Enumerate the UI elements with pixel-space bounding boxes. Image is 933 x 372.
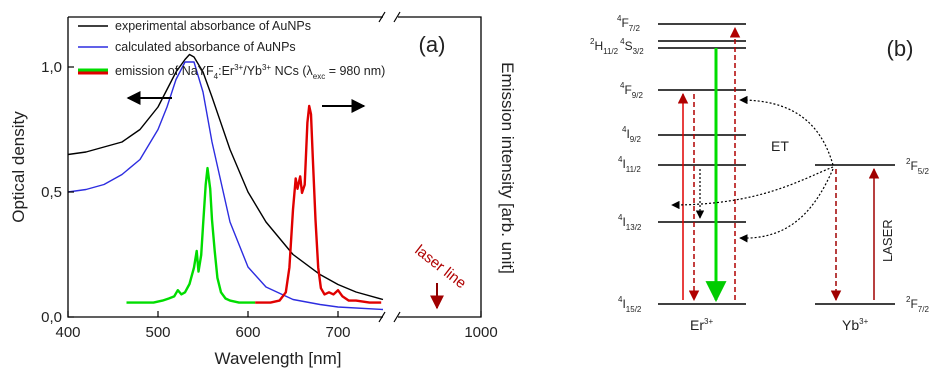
series-line-3 (255, 104, 382, 304)
y-tick-label: 0,5 (41, 184, 62, 201)
axis-break-bottom (378, 311, 401, 323)
series-line-2 (126, 166, 256, 304)
er-level-label-4I13-2: 4I13/2 (618, 213, 642, 232)
panel-b-energy-diagram: (b) 4F7/2 2H11/24S3/2 4F9/2 4I9/2 (590, 14, 929, 333)
axis-break-top (378, 11, 401, 23)
y2-axis-label: Emission intensity [arb. unit] (498, 62, 517, 274)
x-tick-label: 600 (235, 324, 260, 341)
er-ion-label: Er3+ (690, 317, 713, 333)
er-level-label-2H-4S: 2H11/24S3/2 (590, 37, 644, 56)
energy-transfer-curves (671, 95, 834, 243)
panel-a-label: (a) (419, 32, 446, 57)
er-levels (658, 23, 746, 305)
series-line-0 (67, 53, 384, 301)
y-ticks: 0,0 0,5 1,0 (41, 59, 74, 326)
yb-level-label-2F5-2: 2F5/2 (906, 157, 929, 176)
legend-label-experimental: experimental absorbance of AuNPs (115, 19, 311, 33)
y-axis-label: Optical density (9, 111, 28, 223)
laser-line-label: laser line (412, 242, 470, 292)
yb-levels (815, 164, 895, 305)
series-line-1 (67, 61, 384, 311)
y-tick-label: 0,0 (41, 309, 62, 326)
legend-label-calculated: calculated absorbance of AuNPs (115, 40, 296, 54)
yb-ion-label: Yb3+ (842, 317, 869, 333)
et-curve-to-4I13-2 (739, 168, 834, 243)
series-layer (67, 53, 384, 311)
er-level-label-4I15-2: 4I15/2 (618, 295, 642, 314)
et-curve-to-4F9-2 (739, 95, 834, 166)
legend-label-emission: emission of NaYF4:Er3+/Yb3+ NCs (λexc = … (115, 63, 385, 81)
et-label: ET (771, 138, 789, 154)
x-tick-label: 700 (325, 324, 350, 341)
panel-a-chart: 400 500 600 700 1000 0,0 0,5 1,0 Wavelength [n… (9, 11, 517, 368)
laser-label: LASER (880, 219, 895, 262)
x-tick-label: 500 (145, 324, 170, 341)
x-axis-label: Wavelength [nm] (215, 349, 342, 368)
y-tick-label: 1,0 (41, 59, 62, 76)
er-level-label-4F7-2: 4F7/2 (617, 14, 640, 33)
et-curve-to-4I13-2-low (671, 166, 834, 210)
er-level-label-4F9-2: 4F9/2 (620, 81, 643, 100)
x-ticks: 400 500 600 700 1000 (55, 311, 498, 341)
yb-level-label-2F7-2: 2F7/2 (906, 295, 929, 314)
panel-b-label: (b) (887, 36, 914, 61)
x-tick-label: 1000 (464, 324, 497, 341)
legend: experimental absorbance of AuNPs calcula… (78, 19, 385, 81)
er-level-label-4I9-2: 4I9/2 (622, 125, 641, 144)
x-tick-label: 400 (55, 324, 80, 341)
er-level-label-4I11-2: 4I11/2 (618, 155, 641, 174)
